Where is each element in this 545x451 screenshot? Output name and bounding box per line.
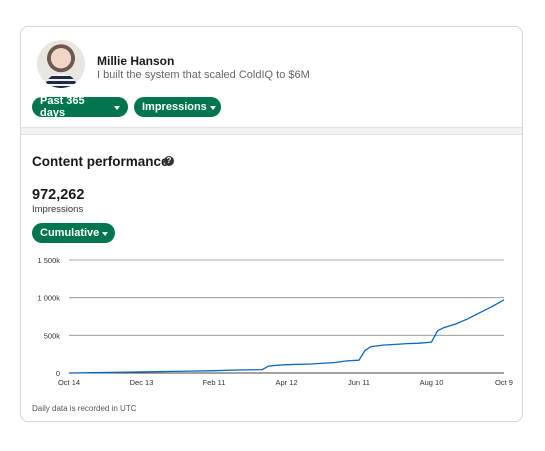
- impressions-total: 972,262: [32, 187, 85, 203]
- metric-label: Impressions: [142, 101, 207, 113]
- content-performance-card: Millie Hanson I built the system that sc…: [20, 26, 523, 422]
- series-line: [68, 299, 505, 374]
- x-tick-label: Feb 11: [203, 378, 226, 387]
- avatar[interactable]: [37, 40, 85, 88]
- y-tick-label: 1 500k: [37, 256, 60, 265]
- impressions-chart: 0 500k 1 000k 1 500k Oct 14 Dec 13 Feb 11 Apr 1…: [37, 256, 513, 387]
- metric-dropdown[interactable]: Impressions: [134, 97, 221, 117]
- x-tick-label: Apr 12: [275, 378, 297, 387]
- x-tick-label: Dec 13: [130, 378, 154, 387]
- y-tick-label: 0: [56, 369, 60, 378]
- profile-name[interactable]: Millie Hanson: [97, 54, 175, 68]
- view-mode-label: Cumulative: [40, 227, 100, 239]
- caret-down-icon: [102, 231, 109, 236]
- y-tick-label: 1 000k: [37, 294, 60, 303]
- x-tick-label: Oct 14: [58, 378, 80, 387]
- footnote: Daily data is recorded in UTC: [32, 404, 137, 413]
- view-mode-dropdown[interactable]: Cumulative: [32, 223, 115, 243]
- caret-down-icon: [209, 105, 216, 110]
- x-tick-label: Oct 9: [495, 378, 513, 387]
- x-tick-label: Jun 11: [348, 378, 370, 387]
- profile-headline: I built the system that scaled ColdIQ to…: [97, 69, 310, 81]
- time-range-label: Past 365 days: [40, 95, 85, 119]
- time-range-dropdown[interactable]: Past 365 days: [32, 95, 128, 119]
- section-title: Content performance: [32, 154, 169, 169]
- x-tick-label: Aug 10: [420, 378, 444, 387]
- question-circle-icon[interactable]: ?: [164, 156, 174, 166]
- section-divider: [21, 127, 522, 135]
- y-tick-label: 500k: [44, 331, 61, 340]
- caret-down-icon: [114, 105, 120, 110]
- impressions-label: Impressions: [32, 204, 84, 215]
